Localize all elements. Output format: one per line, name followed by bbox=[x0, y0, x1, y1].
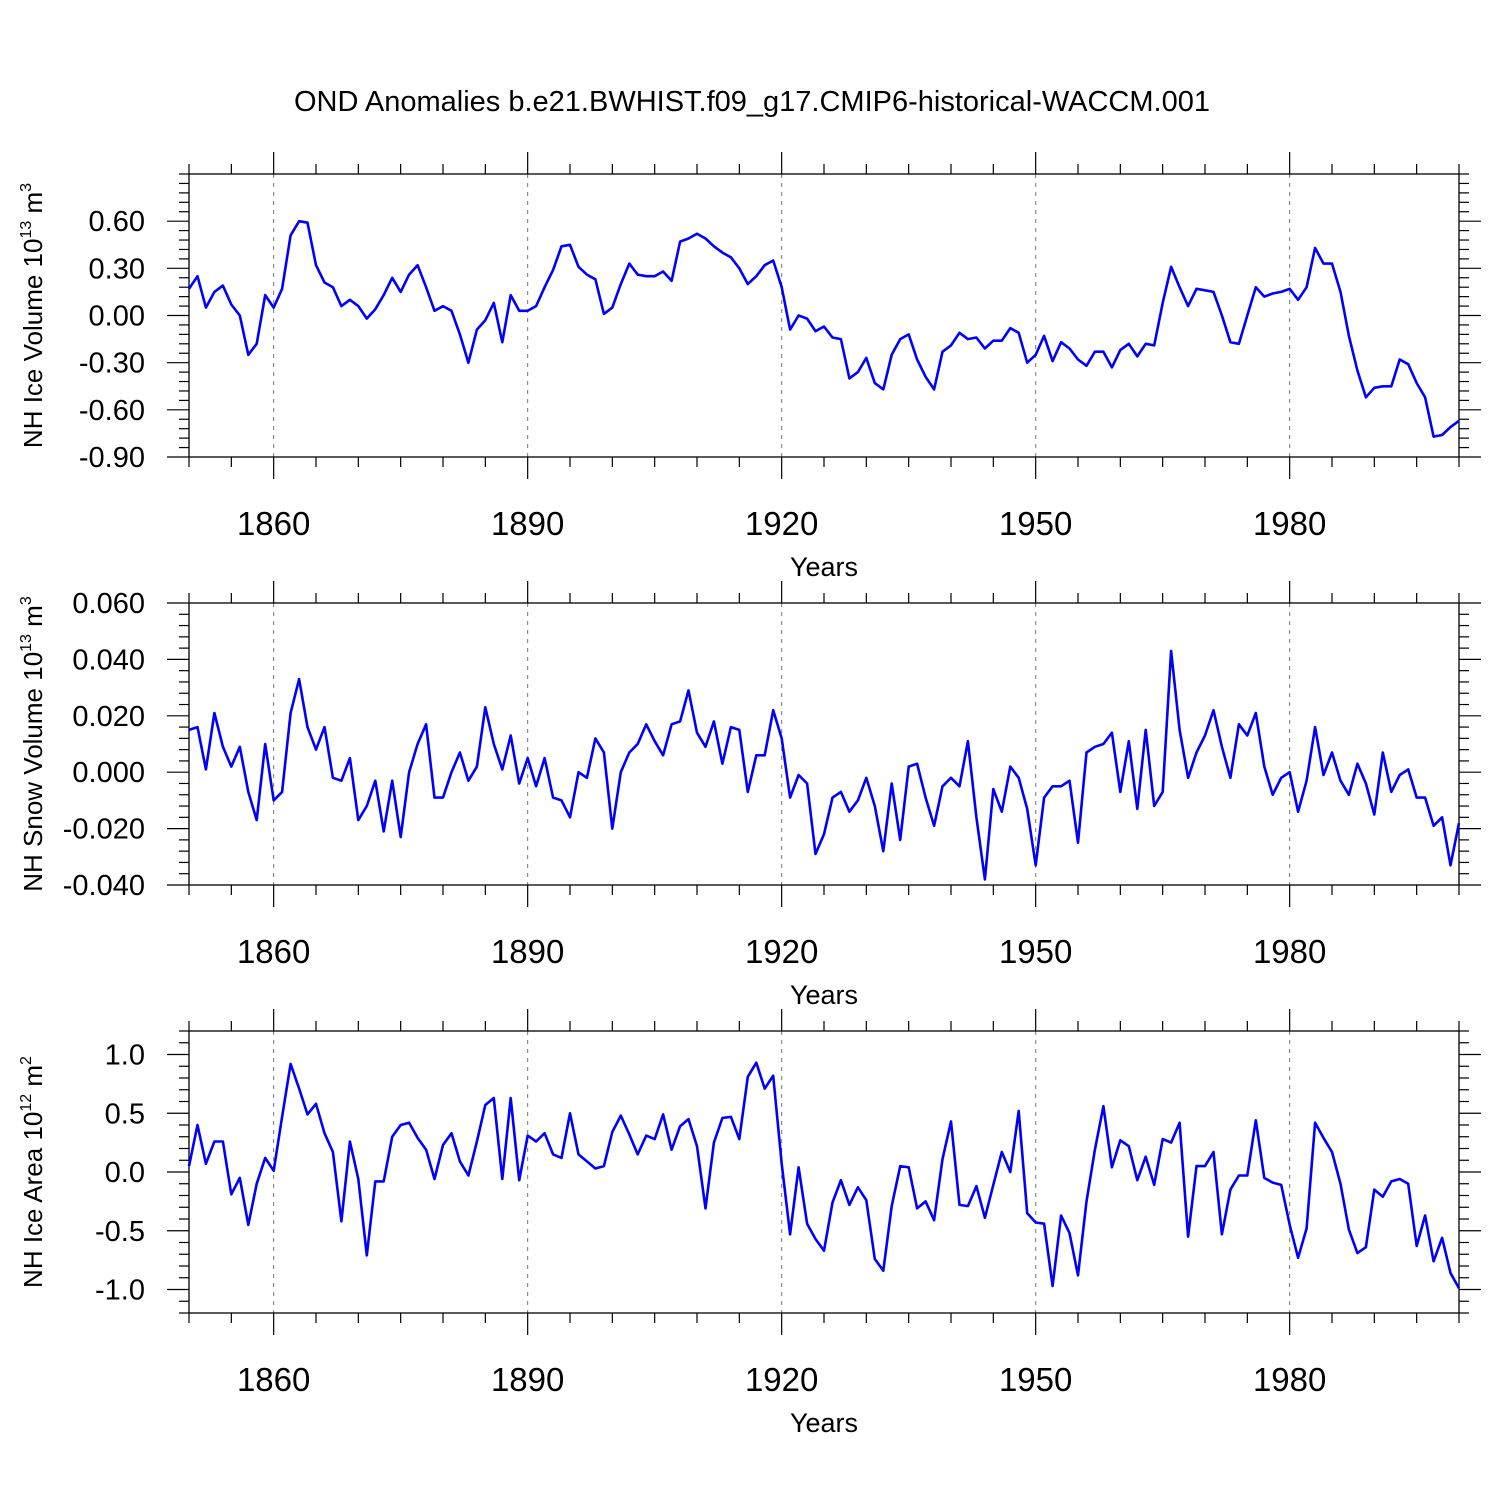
x-tick-label: 1950 bbox=[999, 505, 1072, 542]
x-tick-label: 1950 bbox=[999, 933, 1072, 970]
y-tick-label: 0.040 bbox=[72, 644, 145, 676]
x-tick-label: 1980 bbox=[1253, 933, 1326, 970]
y-axis-label-part: 3 bbox=[18, 183, 35, 192]
y-axis-label-part: 13 bbox=[18, 634, 35, 652]
plot-frame bbox=[188, 1030, 1460, 1314]
y-tick-label: 0.060 bbox=[72, 588, 145, 620]
series-line bbox=[187, 1061, 1461, 1289]
x-tick-label: 1950 bbox=[999, 1361, 1072, 1398]
x-tick-label: 1920 bbox=[745, 933, 818, 970]
x-tick-label: 1980 bbox=[1253, 505, 1326, 542]
y-tick-label: 0.00 bbox=[89, 301, 145, 333]
y-axis-label: NH Ice Area 1012 m2 bbox=[18, 1056, 48, 1288]
y-tick-label: -0.90 bbox=[79, 442, 145, 474]
x-tick-label: 1920 bbox=[745, 1361, 818, 1398]
y-tick-label: 0.0 bbox=[105, 1157, 145, 1189]
panel-ice-area: 1.0 0.5 0.0 -0.5 -1.0 1860 1890 1920 1950 1980 Yea… bbox=[18, 1009, 1481, 1438]
y-axis-label-part: 3 bbox=[18, 596, 35, 605]
y-tick-label: -0.5 bbox=[95, 1216, 145, 1248]
y-axis-label-part: 13 bbox=[18, 221, 35, 239]
y-axis-label-part: m bbox=[18, 192, 48, 221]
plot-frame bbox=[188, 602, 1460, 886]
y-axis-label-part: NH Snow Volume 10 bbox=[18, 652, 48, 892]
x-tick-label: 1890 bbox=[491, 933, 564, 970]
panel-ice-volume: 0.60 0.30 0.00 -0.30 -0.60 -0.90 1860 1890 1920 1… bbox=[18, 152, 1481, 582]
x-tick-label: 1890 bbox=[491, 505, 564, 542]
y-axis-label-part: m bbox=[18, 605, 48, 634]
x-tick-label: 1890 bbox=[491, 1361, 564, 1398]
panel-snow-volume: 0.060 0.040 0.020 0.000 -0.020 -0.040 1860 1890… bbox=[18, 581, 1481, 1010]
plot-frame bbox=[188, 173, 1460, 458]
y-tick-label: 0.30 bbox=[89, 253, 145, 285]
y-tick-label: -0.30 bbox=[79, 348, 145, 380]
x-tick-label: 1920 bbox=[745, 505, 818, 542]
y-axis-label-part: 12 bbox=[18, 1094, 35, 1112]
y-tick-label: 0.5 bbox=[105, 1098, 145, 1130]
chart-title: OND Anomalies b.e21.BWHIST.f09_g17.CMIP6… bbox=[294, 86, 1210, 118]
y-axis-label: NH Ice Volume 1013 m3 bbox=[18, 183, 48, 448]
y-tick-label: 0.020 bbox=[72, 701, 145, 733]
x-tick-label: 1860 bbox=[237, 933, 310, 970]
y-axis-label: NH Snow Volume 1013 m3 bbox=[18, 596, 48, 892]
x-axis-label: Years bbox=[790, 552, 858, 582]
x-axis-label: Years bbox=[790, 980, 858, 1010]
x-tick-label: 1860 bbox=[237, 1361, 310, 1398]
x-axis-label: Years bbox=[790, 1408, 858, 1438]
y-axis-label-part: NH Ice Area 10 bbox=[18, 1112, 48, 1288]
y-tick-label: -0.020 bbox=[63, 814, 145, 846]
y-axis-label-part: m bbox=[18, 1065, 48, 1094]
y-axis-label-part: 2 bbox=[18, 1056, 35, 1065]
x-tick-label: 1980 bbox=[1253, 1361, 1326, 1398]
y-tick-label: 0.60 bbox=[89, 206, 145, 238]
y-tick-label: -0.60 bbox=[79, 395, 145, 427]
series-line bbox=[188, 649, 1461, 881]
y-tick-label: -1.0 bbox=[95, 1275, 145, 1307]
x-tick-label: 1860 bbox=[237, 505, 310, 542]
y-tick-label: 1.0 bbox=[105, 1040, 145, 1072]
series-line bbox=[187, 219, 1460, 438]
y-tick-label: 0.000 bbox=[72, 757, 145, 789]
y-axis-label-part: NH Ice Volume 10 bbox=[18, 239, 48, 449]
y-tick-label: -0.040 bbox=[63, 870, 145, 902]
